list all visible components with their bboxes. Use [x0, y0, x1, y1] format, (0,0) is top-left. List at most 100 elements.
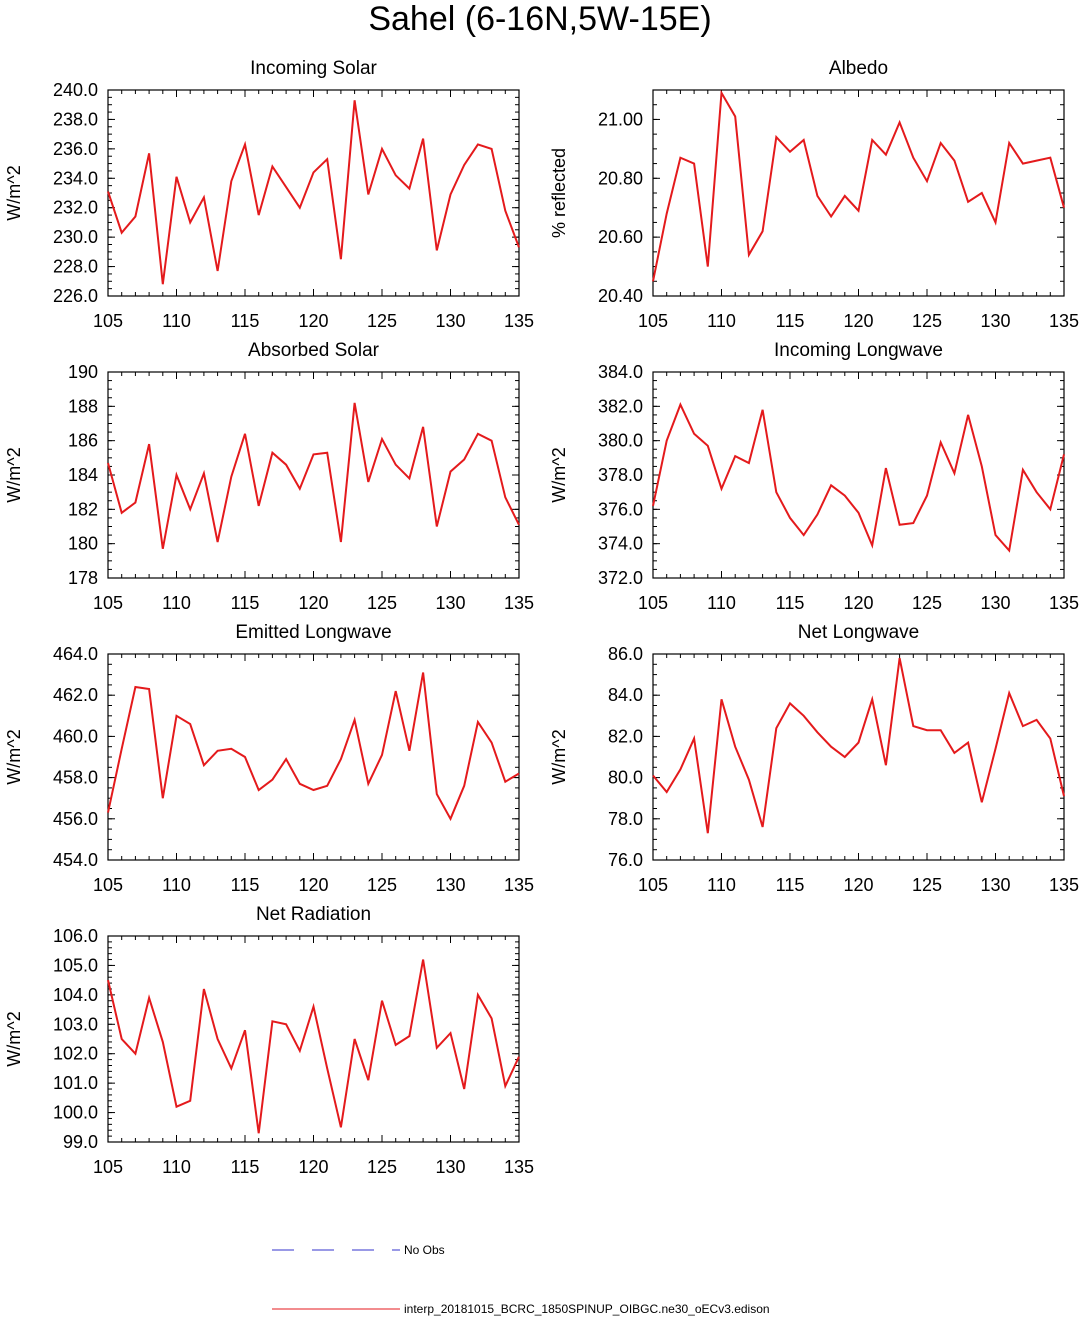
x-tick-label: 110 [162, 311, 191, 331]
x-tick-label: 130 [435, 875, 465, 895]
panels-group: Incoming Solar W/m^2 105 110 115 120 125 130 135… [4, 58, 1079, 1177]
y-tick-label: 20.60 [598, 227, 643, 247]
y-axis-label: % reflected [549, 148, 569, 238]
panel-title: Absorbed Solar [248, 340, 380, 361]
y-tick-label: 464.0 [53, 644, 98, 664]
y-axis-label: W/m^2 [4, 1011, 24, 1066]
x-tick-label: 105 [93, 1157, 123, 1177]
x-tick-label: 110 [162, 1157, 191, 1177]
panel-title: Albedo [829, 58, 888, 79]
chart-panel: Emitted Longwave W/m^2 105 110 115 120 125 130 1… [4, 622, 534, 895]
x-tick-label: 120 [298, 1157, 328, 1177]
y-axis-label: W/m^2 [549, 729, 569, 784]
plot-frame [652, 89, 1065, 297]
series-line [652, 402, 1065, 553]
y-tick-label: 76.0 [608, 850, 643, 870]
x-tick-label: 105 [93, 875, 123, 895]
y-tick-label: 456.0 [53, 809, 98, 829]
plot-frame [107, 89, 520, 297]
y-tick-label: 188 [68, 396, 98, 416]
x-tick-label: 105 [93, 311, 123, 331]
y-tick-label: 20.40 [598, 286, 643, 306]
x-tick-label: 130 [435, 311, 465, 331]
y-tick-label: 454.0 [53, 850, 98, 870]
y-tick-label: 460.0 [53, 726, 98, 746]
y-axis-label: W/m^2 [549, 447, 569, 502]
x-tick-label: 125 [912, 311, 942, 331]
y-tick-label: 190 [68, 362, 98, 382]
x-tick-label: 125 [912, 593, 942, 613]
x-tick-label: 135 [504, 1157, 534, 1177]
x-tick-label: 135 [1049, 875, 1079, 895]
x-tick-label: 110 [707, 593, 736, 613]
x-tick-label: 130 [435, 593, 465, 613]
y-tick-label: 99.0 [63, 1132, 98, 1152]
panel-title: Net Longwave [798, 622, 919, 643]
x-tick-label: 120 [298, 593, 328, 613]
y-tick-label: 80.0 [608, 768, 643, 788]
x-tick-label: 135 [1049, 311, 1079, 331]
y-tick-label: 106.0 [53, 926, 98, 946]
x-tick-label: 130 [980, 875, 1010, 895]
x-tick-label: 120 [843, 593, 873, 613]
y-tick-label: 100.0 [53, 1103, 98, 1123]
y-tick-label: 384.0 [598, 362, 643, 382]
x-tick-label: 120 [298, 311, 328, 331]
x-tick-label: 115 [231, 875, 260, 895]
x-tick-label: 135 [504, 593, 534, 613]
x-tick-label: 105 [638, 875, 668, 895]
y-tick-label: 462.0 [53, 685, 98, 705]
x-tick-label: 110 [707, 875, 736, 895]
panel-title: Incoming Solar [250, 58, 377, 79]
series-line [107, 100, 520, 285]
x-tick-label: 125 [367, 593, 397, 613]
y-tick-label: 372.0 [598, 568, 643, 588]
y-tick-label: 184 [68, 465, 98, 485]
x-tick-label: 115 [776, 593, 805, 613]
y-tick-label: 103.0 [53, 1014, 98, 1034]
y-tick-label: 380.0 [598, 431, 643, 451]
y-tick-label: 104.0 [53, 985, 98, 1005]
y-tick-label: 178 [68, 568, 98, 588]
x-tick-label: 105 [93, 593, 123, 613]
y-tick-label: 105.0 [53, 955, 98, 975]
x-tick-label: 135 [504, 875, 534, 895]
x-tick-label: 115 [231, 1157, 260, 1177]
series-line [652, 657, 1065, 834]
chart-panel: Incoming Longwave W/m^2 105 110 115 120 125 130… [549, 340, 1079, 613]
y-tick-label: 376.0 [598, 499, 643, 519]
y-tick-label: 458.0 [53, 768, 98, 788]
y-axis-label: W/m^2 [4, 447, 24, 502]
plot-frame [107, 935, 520, 1143]
y-tick-label: 228.0 [53, 257, 98, 277]
x-tick-label: 115 [776, 875, 805, 895]
y-tick-label: 186 [68, 431, 98, 451]
panel-title: Incoming Longwave [774, 340, 943, 361]
chart-panel: Net Longwave W/m^2 105 110 115 120 125 130 135 76… [549, 622, 1079, 895]
legend-label-model: interp_20181015_BCRC_1850SPINUP_OIBGC.ne… [404, 1302, 770, 1316]
chart-panel: Albedo % reflected 105 110 115 120 125 130 135 20… [549, 58, 1079, 331]
x-tick-label: 115 [231, 311, 260, 331]
y-tick-label: 101.0 [53, 1073, 98, 1093]
x-tick-label: 120 [843, 875, 873, 895]
x-tick-label: 120 [298, 875, 328, 895]
y-tick-label: 82.0 [608, 726, 643, 746]
x-tick-label: 130 [980, 311, 1010, 331]
y-tick-label: 102.0 [53, 1044, 98, 1064]
plot-frame [652, 371, 1065, 579]
y-tick-label: 382.0 [598, 396, 643, 416]
legend: No Obs interp_20181015_BCRC_1850SPINUP_O… [272, 1243, 770, 1316]
x-tick-label: 115 [231, 593, 260, 613]
y-tick-label: 230.0 [53, 227, 98, 247]
y-tick-label: 180 [68, 534, 98, 554]
y-tick-label: 21.00 [598, 109, 643, 129]
x-tick-label: 105 [638, 311, 668, 331]
y-tick-label: 236.0 [53, 139, 98, 159]
x-tick-label: 110 [162, 593, 191, 613]
series-line [652, 89, 1065, 282]
y-tick-label: 20.80 [598, 168, 643, 188]
y-tick-label: 234.0 [53, 168, 98, 188]
x-tick-label: 115 [776, 311, 805, 331]
x-tick-label: 135 [504, 311, 534, 331]
y-axis-label: W/m^2 [4, 165, 24, 220]
